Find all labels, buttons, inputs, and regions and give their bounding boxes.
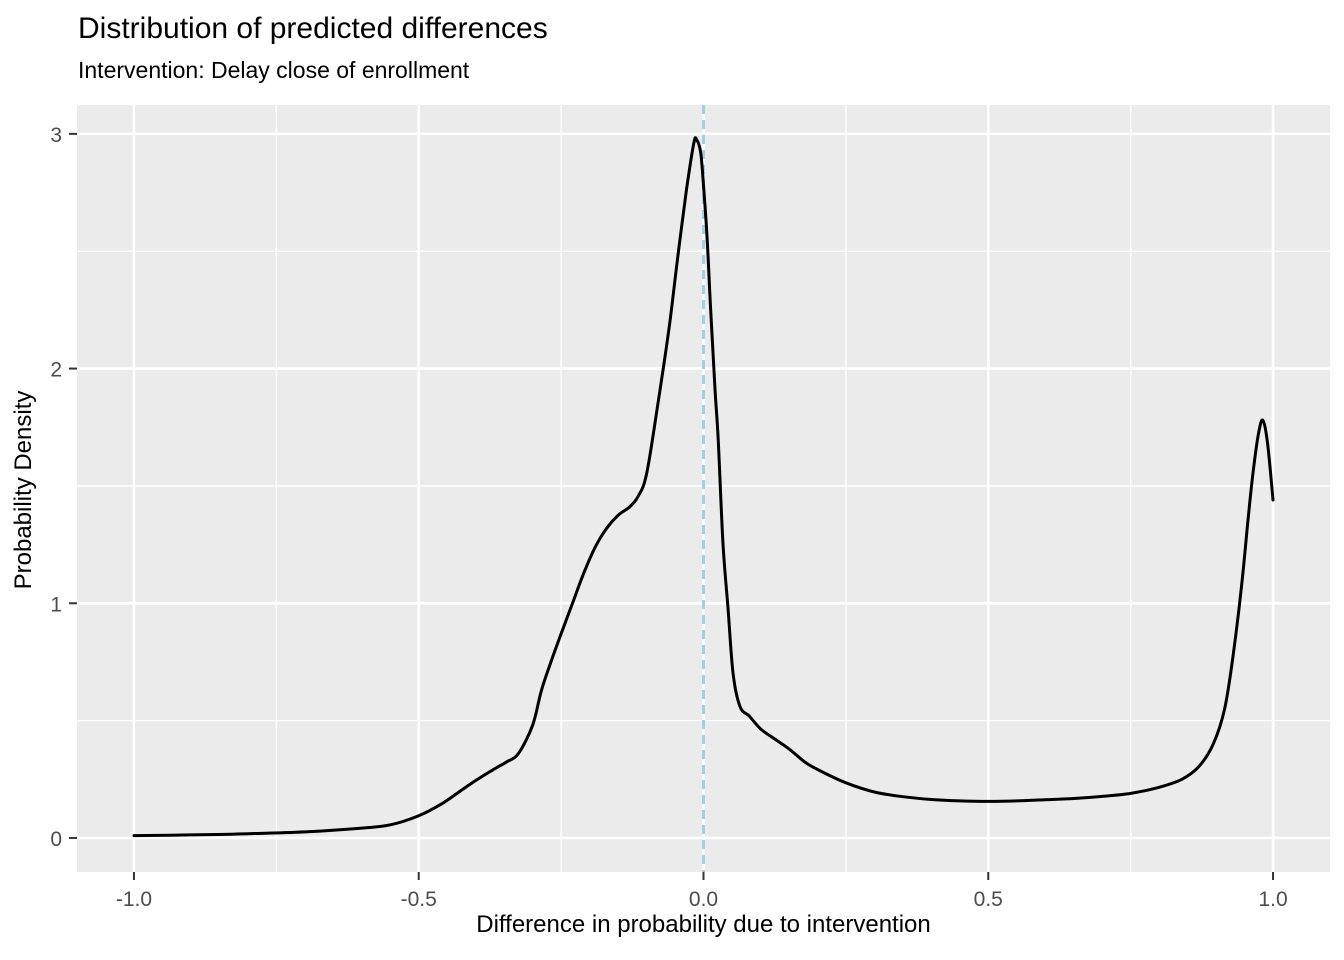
x-tick-label: 1.0 (1258, 888, 1287, 911)
chart-subtitle: Intervention: Delay close of enrollment (78, 57, 470, 83)
x-axis-title: Difference in probability due to interve… (476, 911, 931, 938)
x-tick-label: -1.0 (116, 888, 152, 911)
x-tick-label: 0.5 (974, 888, 1003, 911)
y-tick-label: 0 (50, 828, 62, 851)
y-tick-label: 2 (50, 359, 62, 382)
chart-title: Distribution of predicted differences (78, 12, 548, 45)
density-curve (132, 136, 1275, 838)
y-tick-label: 3 (50, 124, 62, 147)
y-tick-label: 1 (50, 593, 62, 616)
x-tick-label: 0.0 (689, 888, 718, 911)
y-axis-title: Probability Density (10, 390, 37, 590)
x-tick-label: -0.5 (401, 888, 437, 911)
